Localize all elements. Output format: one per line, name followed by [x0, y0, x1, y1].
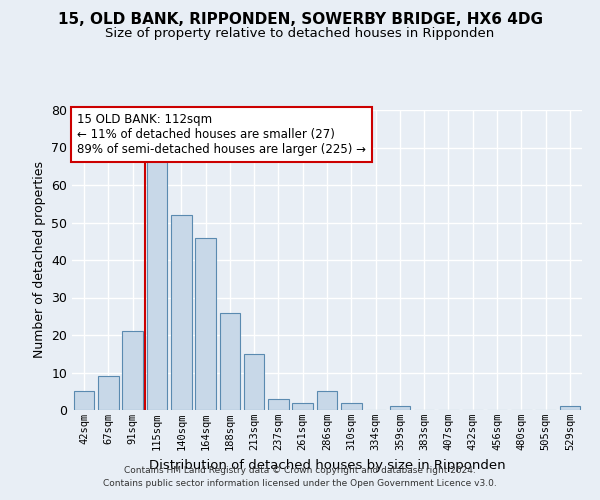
Bar [341, 402, 362, 410]
Bar [171, 215, 191, 410]
Text: 15 OLD BANK: 112sqm
← 11% of detached houses are smaller (27)
89% of semi-detach: 15 OLD BANK: 112sqm ← 11% of detached ho… [77, 113, 366, 156]
Bar [146, 155, 167, 410]
Bar [220, 312, 240, 410]
Text: Contains HM Land Registry data © Crown copyright and database right 2024.
Contai: Contains HM Land Registry data © Crown c… [103, 466, 497, 487]
Bar [195, 238, 216, 410]
Bar [122, 331, 143, 410]
Bar [389, 406, 410, 410]
Text: Size of property relative to detached houses in Ripponden: Size of property relative to detached ho… [106, 28, 494, 40]
Y-axis label: Number of detached properties: Number of detached properties [32, 162, 46, 358]
Bar [317, 391, 337, 410]
Bar [244, 354, 265, 410]
Bar [292, 402, 313, 410]
Bar [74, 391, 94, 410]
Bar [98, 376, 119, 410]
Text: 15, OLD BANK, RIPPONDEN, SOWERBY BRIDGE, HX6 4DG: 15, OLD BANK, RIPPONDEN, SOWERBY BRIDGE,… [58, 12, 542, 28]
Bar [268, 399, 289, 410]
X-axis label: Distribution of detached houses by size in Ripponden: Distribution of detached houses by size … [149, 458, 505, 471]
Bar [560, 406, 580, 410]
